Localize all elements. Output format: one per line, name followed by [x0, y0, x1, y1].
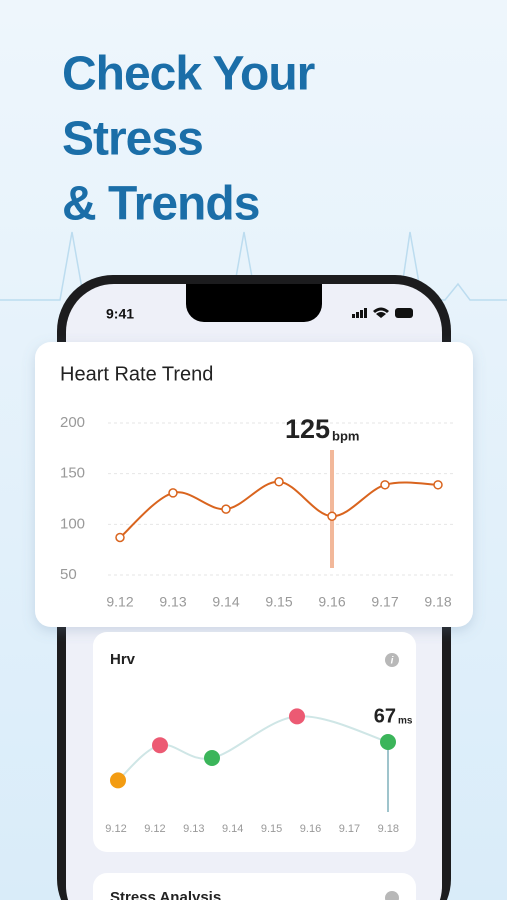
x-tick-label: 9.18 [378, 823, 399, 835]
status-time: 9:41 [106, 306, 134, 322]
x-tick-label: 9.15 [265, 594, 292, 610]
stress-card [93, 873, 416, 905]
point [152, 737, 168, 754]
x-tick-label: 9.15 [261, 823, 282, 835]
annotation-unit: bpm [332, 428, 359, 443]
point [327, 511, 337, 521]
point [221, 504, 231, 514]
x-tick-label: 9.14 [222, 823, 243, 835]
status-icons [352, 307, 413, 318]
annotation-unit: ms [398, 716, 413, 727]
y-tick-label: 100 [60, 515, 85, 532]
x-tick-label: 9.16 [300, 823, 321, 835]
info-icon[interactable] [385, 653, 399, 667]
point [168, 488, 178, 498]
x-tick-label: 9.16 [318, 594, 345, 610]
x-tick-label: 9.13 [159, 594, 186, 610]
x-tick-label: 9.17 [339, 823, 360, 835]
point [380, 734, 396, 750]
y-tick-label: 150 [60, 465, 85, 482]
x-tick-label: 9.17 [371, 594, 398, 610]
headline-line: Stress [62, 113, 203, 166]
point [204, 750, 220, 766]
hrv-card [93, 632, 416, 852]
point [289, 708, 305, 725]
x-tick-label: 9.14 [212, 594, 239, 610]
highlight-bar [330, 450, 334, 568]
card-title: Stress Analysis [110, 889, 221, 900]
annotation-value: 125 [285, 414, 330, 444]
point [110, 772, 126, 789]
headline-line: & Trends [62, 178, 259, 231]
info-icon-glyph: i [391, 656, 394, 667]
x-tick-label: 9.12 [106, 594, 133, 610]
notch [186, 284, 322, 322]
headline-line: Check Your [62, 48, 315, 101]
point [433, 480, 443, 490]
annotation-value: 67 [374, 705, 396, 727]
y-tick-label: 50 [60, 566, 77, 583]
card-title: Heart Rate Trend [60, 363, 213, 385]
point [274, 477, 284, 487]
x-tick-label: 9.12 [144, 823, 165, 835]
x-tick-label: 9.18 [424, 594, 451, 610]
point [115, 532, 125, 543]
y-tick-label: 200 [60, 414, 85, 431]
heart-rate-card [35, 342, 473, 627]
x-tick-label: 9.13 [183, 823, 204, 835]
card-title: Hrv [110, 651, 136, 668]
x-tick-label: 9.12 [105, 823, 126, 835]
point [380, 480, 390, 490]
